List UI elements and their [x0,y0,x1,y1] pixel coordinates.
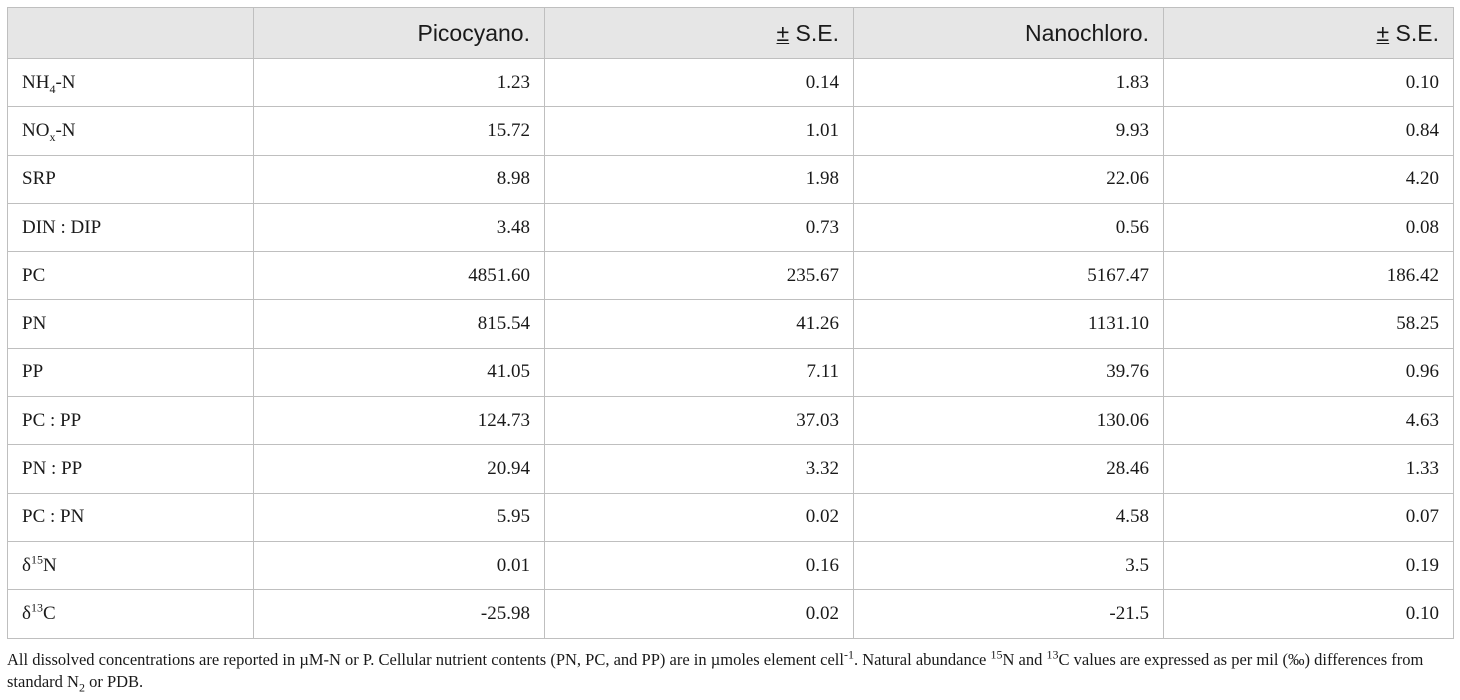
header-nanochloro: Nanochloro. [853,7,1164,59]
header-picocyano: Picocyano. [253,7,545,59]
table-cell: 0.10 [1163,57,1454,108]
row-label: δ15N [7,540,254,591]
table-cell: 3.5 [853,540,1164,591]
row-label: PC : PP [7,396,254,446]
plus-minus-symbol: ± [1376,19,1390,46]
table-cell: 0.84 [1163,106,1454,156]
table-body: NH4-N 1.23 0.14 1.83 0.10 NOx-N 15.72 1.01 9.93 0… [7,57,1454,639]
row-label: SRP [7,154,254,204]
table-cell: 235.67 [544,251,854,301]
row-label: DIN : DIP [7,202,254,253]
table-cell: 58.25 [1163,299,1454,349]
table-cell: 39.76 [853,347,1164,398]
table-cell: 4.63 [1163,396,1454,446]
table-cell: 0.73 [544,202,854,253]
table-cell: 7.11 [544,347,854,398]
table-cell: 0.01 [253,540,545,591]
table-cell: -21.5 [853,589,1164,639]
table-cell: 1.83 [853,57,1164,108]
table-row: PC : PP 124.73 37.03 130.06 4.63 [7,396,1454,446]
row-label: PP [7,347,254,398]
row-label: NOx-N [7,106,254,156]
table-cell: 0.56 [853,202,1164,253]
table-cell: 4.58 [853,492,1164,542]
table-row: PC : PN 5.95 0.02 4.58 0.07 [7,492,1454,542]
table-row: NOx-N 15.72 1.01 9.93 0.84 [7,106,1454,156]
table-cell: 1131.10 [853,299,1164,349]
table-cell: 0.08 [1163,202,1454,253]
table-row: DIN : DIP 3.48 0.73 0.56 0.08 [7,202,1454,253]
table-row: SRP 8.98 1.98 22.06 4.20 [7,154,1454,204]
table-cell: 815.54 [253,299,545,349]
row-label: NH4-N [7,57,254,108]
table-cell: 9.93 [853,106,1164,156]
table-cell: 37.03 [544,396,854,446]
table-row: PP 41.05 7.11 39.76 0.96 [7,347,1454,398]
table-cell: 0.14 [544,57,854,108]
table-row: PC 4851.60 235.67 5167.47 186.42 [7,251,1454,301]
table-cell: 20.94 [253,444,545,494]
table-cell: -25.98 [253,589,545,639]
table-row: δ13C -25.98 0.02 -21.5 0.10 [7,589,1454,639]
table-row: δ15N 0.01 0.16 3.5 0.19 [7,540,1454,591]
table-cell: 5.95 [253,492,545,542]
table-cell: 1.33 [1163,444,1454,494]
table-cell: 130.06 [853,396,1164,446]
nutrient-table: Picocyano. ± S.E. Nanochloro. ± S.E. NH4… [7,7,1454,639]
table-cell: 4.20 [1163,154,1454,204]
table-cell: 28.46 [853,444,1164,494]
table-cell: 4851.60 [253,251,545,301]
data-table-container: Picocyano. ± S.E. Nanochloro. ± S.E. NH4… [7,7,1454,639]
row-label: PN [7,299,254,349]
table-cell: 0.02 [544,492,854,542]
table-footnote: All dissolved concentrations are reporte… [7,647,1424,695]
table-cell: 124.73 [253,396,545,446]
table-cell: 41.05 [253,347,545,398]
table-cell: 22.06 [853,154,1164,204]
row-label: δ13C [7,589,254,639]
table-cell: 1.23 [253,57,545,108]
table-cell: 0.16 [544,540,854,591]
table-cell: 0.19 [1163,540,1454,591]
header-empty [7,7,254,59]
row-label: PC : PN [7,492,254,542]
header-se-nanochloro: ± S.E. [1163,7,1454,59]
row-label: PN : PP [7,444,254,494]
table-cell: 8.98 [253,154,545,204]
table-cell: 0.10 [1163,589,1454,639]
table-cell: 186.42 [1163,251,1454,301]
table-cell: 0.96 [1163,347,1454,398]
table-cell: 41.26 [544,299,854,349]
table-cell: 0.07 [1163,492,1454,542]
table-cell: 0.02 [544,589,854,639]
table-cell: 1.98 [544,154,854,204]
table-cell: 3.48 [253,202,545,253]
row-label: PC [7,251,254,301]
table-cell: 15.72 [253,106,545,156]
table-row: PN 815.54 41.26 1131.10 58.25 [7,299,1454,349]
table-cell: 3.32 [544,444,854,494]
table-cell: 1.01 [544,106,854,156]
plus-minus-symbol: ± [776,19,790,46]
header-se-picocyano: ± S.E. [544,7,854,59]
table-row: PN : PP 20.94 3.32 28.46 1.33 [7,444,1454,494]
table-cell: 5167.47 [853,251,1164,301]
header-row: Picocyano. ± S.E. Nanochloro. ± S.E. [7,7,1454,59]
table-row: NH4-N 1.23 0.14 1.83 0.10 [7,57,1454,108]
